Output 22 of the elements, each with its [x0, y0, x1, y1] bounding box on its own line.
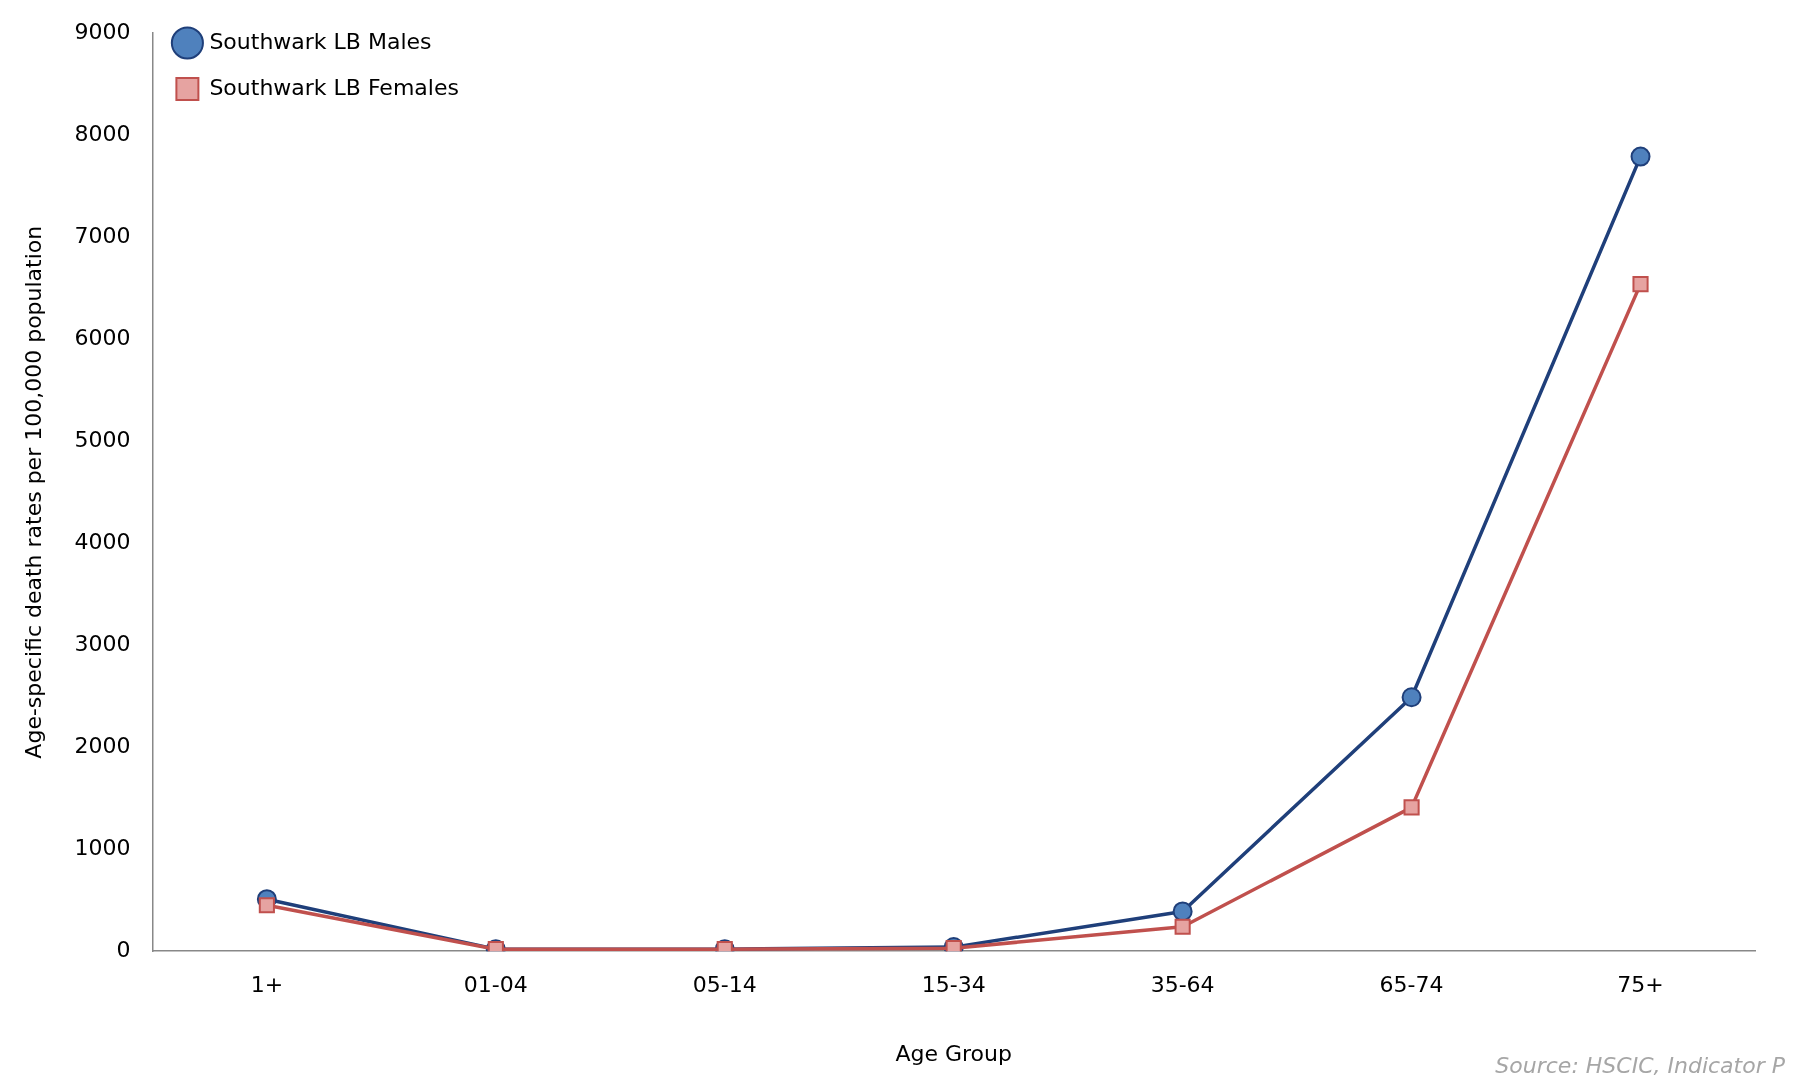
- x-tick-label: 05-14: [692, 972, 757, 998]
- y-tick-label: 6000: [74, 324, 131, 350]
- y-tick-label: 2000: [74, 732, 131, 758]
- legend-label: Southwark LB Females: [209, 74, 459, 100]
- y-tick-label: 5000: [74, 426, 131, 452]
- legend-label: Southwark LB Males: [209, 28, 432, 54]
- x-tick-label: 15-34: [921, 972, 986, 998]
- y-tick-label: 4000: [74, 528, 131, 554]
- x-tick-label: 35-64: [1150, 972, 1215, 998]
- y-tick-label: 1000: [74, 834, 131, 860]
- y-tick-label: 8000: [74, 120, 131, 146]
- x-tick-label: 65-74: [1379, 972, 1444, 998]
- y-tick-label: 3000: [74, 630, 131, 656]
- source-note: Source: HSCIC, Indicator P: [1495, 1052, 1786, 1078]
- x-tick-label: 1+: [250, 972, 284, 998]
- y-tick-label: 0: [116, 936, 131, 962]
- x-axis-title: Age Group: [895, 1040, 1012, 1066]
- y-axis-title: Age-specific death rates per 100,000 population: [20, 225, 46, 759]
- y-tick-label: 9000: [74, 18, 131, 44]
- x-tick-label: 75+: [1617, 972, 1664, 998]
- y-tick-label: 7000: [74, 222, 131, 248]
- x-tick-label: 01-04: [463, 972, 528, 998]
